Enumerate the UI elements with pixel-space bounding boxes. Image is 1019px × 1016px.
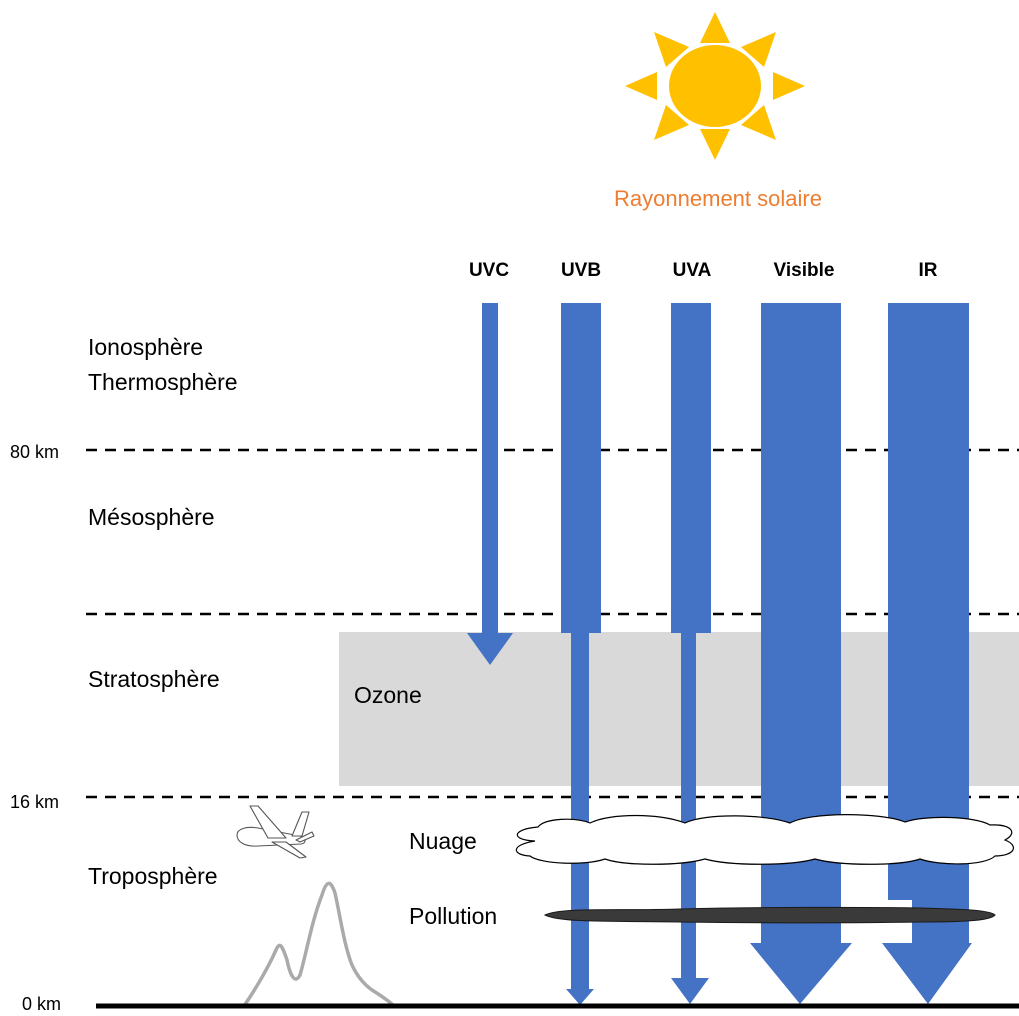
band-label-ir: IR: [919, 260, 938, 281]
cloud-label: Nuage: [409, 828, 477, 854]
altitude-label-0km: 0 km: [22, 994, 61, 1014]
band-label-uvb: UVB: [561, 260, 601, 281]
thermosphere-label: Thermosphère: [88, 369, 238, 395]
airplane-icon: [236, 805, 315, 859]
altitude-label-80km: 80 km: [10, 442, 59, 462]
ionosphere-label: Ionosphère: [88, 334, 203, 360]
mesosphere-label: Mésosphère: [88, 504, 215, 530]
band-label-uva: UVA: [673, 260, 712, 281]
altitude-label-16km: 16 km: [10, 792, 59, 812]
cloud-icon: [515, 814, 1015, 865]
visible-beam-arrow: [750, 303, 852, 1004]
mountain-icon: [242, 881, 396, 1008]
pollution-label: Pollution: [409, 903, 497, 929]
sun-icon: [625, 12, 805, 160]
band-label-visible: Visible: [774, 260, 835, 281]
uvc-beam-arrow: [467, 303, 513, 665]
ozone-label: Ozone: [354, 682, 422, 708]
pollution-layer: [543, 906, 996, 924]
band-label-uvc: UVC: [469, 260, 509, 281]
troposphere-label: Troposphère: [88, 863, 218, 889]
ir-beam-arrow: [882, 303, 972, 1004]
stratosphere-label: Stratosphère: [88, 666, 220, 692]
solar-radiation-label: Rayonnement solaire: [614, 186, 822, 211]
